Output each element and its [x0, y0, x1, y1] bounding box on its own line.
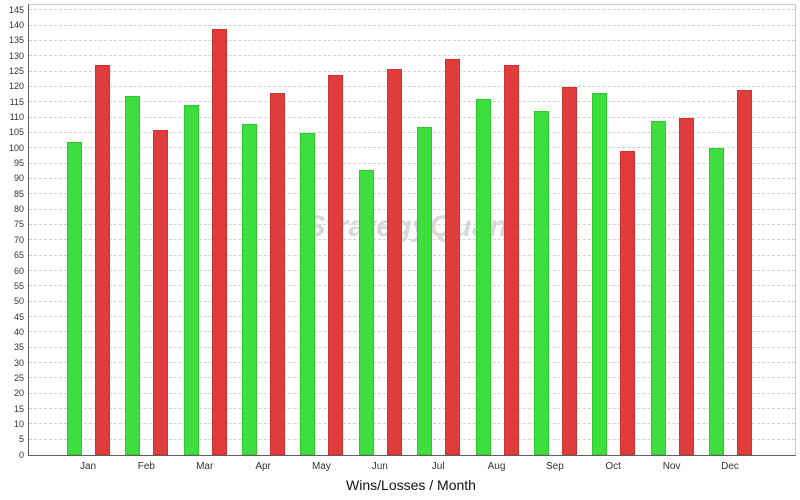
y-tick-label: 120	[8, 81, 24, 92]
gridline	[29, 193, 795, 195]
y-tick-label: 15	[13, 403, 24, 414]
y-tick-label: 45	[13, 311, 24, 322]
gridline	[29, 9, 795, 11]
bar-wins-green-mar	[183, 105, 199, 455]
bar-wins-green-sep	[533, 111, 549, 455]
gridline	[29, 208, 795, 210]
bar-wins-green-nov	[650, 120, 666, 455]
x-tick-label-mar: Mar	[196, 461, 214, 472]
x-tick-label-sep: Sep	[545, 461, 564, 472]
gridline	[29, 70, 795, 72]
bar-losses-red-mar	[211, 28, 227, 455]
bar-losses-red-apr	[270, 93, 286, 455]
gridline	[29, 423, 795, 425]
gridline	[29, 116, 795, 118]
gridline	[29, 101, 795, 103]
y-tick-label: 80	[13, 204, 24, 215]
y-tick-label: 35	[13, 342, 24, 353]
gridline	[29, 239, 795, 241]
bar-wins-green-jun	[358, 169, 374, 455]
x-tick-label-apr: Apr	[255, 461, 271, 472]
y-tick-label: 75	[13, 219, 24, 230]
bar-losses-red-nov	[678, 117, 694, 455]
y-tick-label: 40	[13, 326, 24, 337]
y-tick-label: 115	[9, 96, 24, 107]
gridline	[29, 131, 795, 133]
bar-wins-green-aug	[475, 99, 491, 455]
bar-wins-green-jul	[417, 126, 433, 455]
y-tick-label: 50	[13, 296, 24, 307]
gridline	[29, 162, 795, 164]
y-tick-label: 10	[13, 418, 24, 429]
bar-wins-green-jan	[67, 142, 82, 455]
gridline	[29, 147, 795, 149]
gridline	[29, 377, 795, 379]
gridline	[29, 346, 795, 348]
x-tick-label-oct: Oct	[605, 461, 621, 472]
x-tick-label-jul: Jul	[431, 461, 445, 472]
y-tick-label: 90	[13, 173, 24, 184]
gridline	[29, 285, 795, 287]
gridline	[29, 300, 795, 302]
bar-losses-red-sep	[561, 86, 577, 455]
y-tick-label: 125	[8, 66, 24, 77]
y-tick-label: 70	[13, 234, 24, 245]
y-tick-label: 60	[13, 265, 24, 276]
bar-losses-red-dec	[737, 90, 752, 455]
bar-wins-green-feb	[125, 96, 141, 455]
bar-losses-red-may	[328, 74, 344, 455]
axis-title: Wins/Losses / Month	[346, 477, 476, 493]
gridline	[29, 39, 795, 41]
gridline	[29, 223, 795, 225]
bar-wins-green-may	[300, 132, 316, 455]
gridline	[29, 331, 795, 333]
y-tick-label: 135	[8, 35, 24, 46]
y-tick-label: 30	[13, 357, 24, 368]
y-tick-label: 145	[8, 4, 24, 15]
bar-wins-green-oct	[592, 93, 608, 455]
gridline	[29, 55, 795, 57]
y-tick-label: 5	[18, 434, 24, 445]
gridline	[29, 270, 795, 271]
x-tick-label-nov: Nov	[662, 461, 681, 472]
y-tick-label: 130	[8, 50, 24, 61]
x-tick-label-aug: Aug	[487, 461, 506, 472]
bar-losses-red-jul	[445, 59, 461, 455]
x-tick-label-jun: Jun	[371, 461, 388, 472]
bar-losses-red-oct	[620, 151, 636, 455]
gridline	[29, 85, 795, 87]
bar-losses-red-jun	[386, 68, 402, 455]
y-tick-label: 0	[18, 449, 24, 460]
y-tick-label: 20	[13, 388, 24, 399]
y-tick-label: 25	[13, 372, 24, 383]
y-tick-label: 85	[13, 188, 24, 199]
bar-losses-red-feb	[153, 129, 169, 455]
y-tick-label: 100	[8, 142, 24, 153]
y-tick-label: 110	[9, 112, 24, 123]
gridline	[29, 438, 795, 440]
gridline	[29, 254, 795, 256]
gridline	[29, 392, 795, 394]
x-tick-label-jan: Jan	[79, 461, 97, 472]
bar-losses-red-jan	[95, 65, 110, 455]
x-tick-label-dec: Dec	[721, 461, 739, 472]
gridline	[29, 24, 795, 26]
y-tick-label: 65	[13, 250, 24, 261]
y-tick-label: 55	[13, 280, 24, 291]
bar-wins-green-apr	[242, 123, 258, 455]
y-tick-label: 105	[8, 127, 24, 138]
bar-losses-red-aug	[503, 65, 519, 455]
plot-area: StrategyQuant	[28, 4, 796, 456]
x-tick-label-may: May	[311, 461, 331, 472]
gridline	[29, 362, 795, 363]
gridline	[29, 408, 795, 409]
y-tick-label: 140	[8, 20, 24, 31]
gridline	[29, 316, 795, 317]
gridline	[29, 177, 795, 179]
x-tick-label-feb: Feb	[137, 461, 155, 472]
y-tick-label: 95	[13, 158, 24, 169]
bar-wins-green-dec	[709, 148, 724, 455]
